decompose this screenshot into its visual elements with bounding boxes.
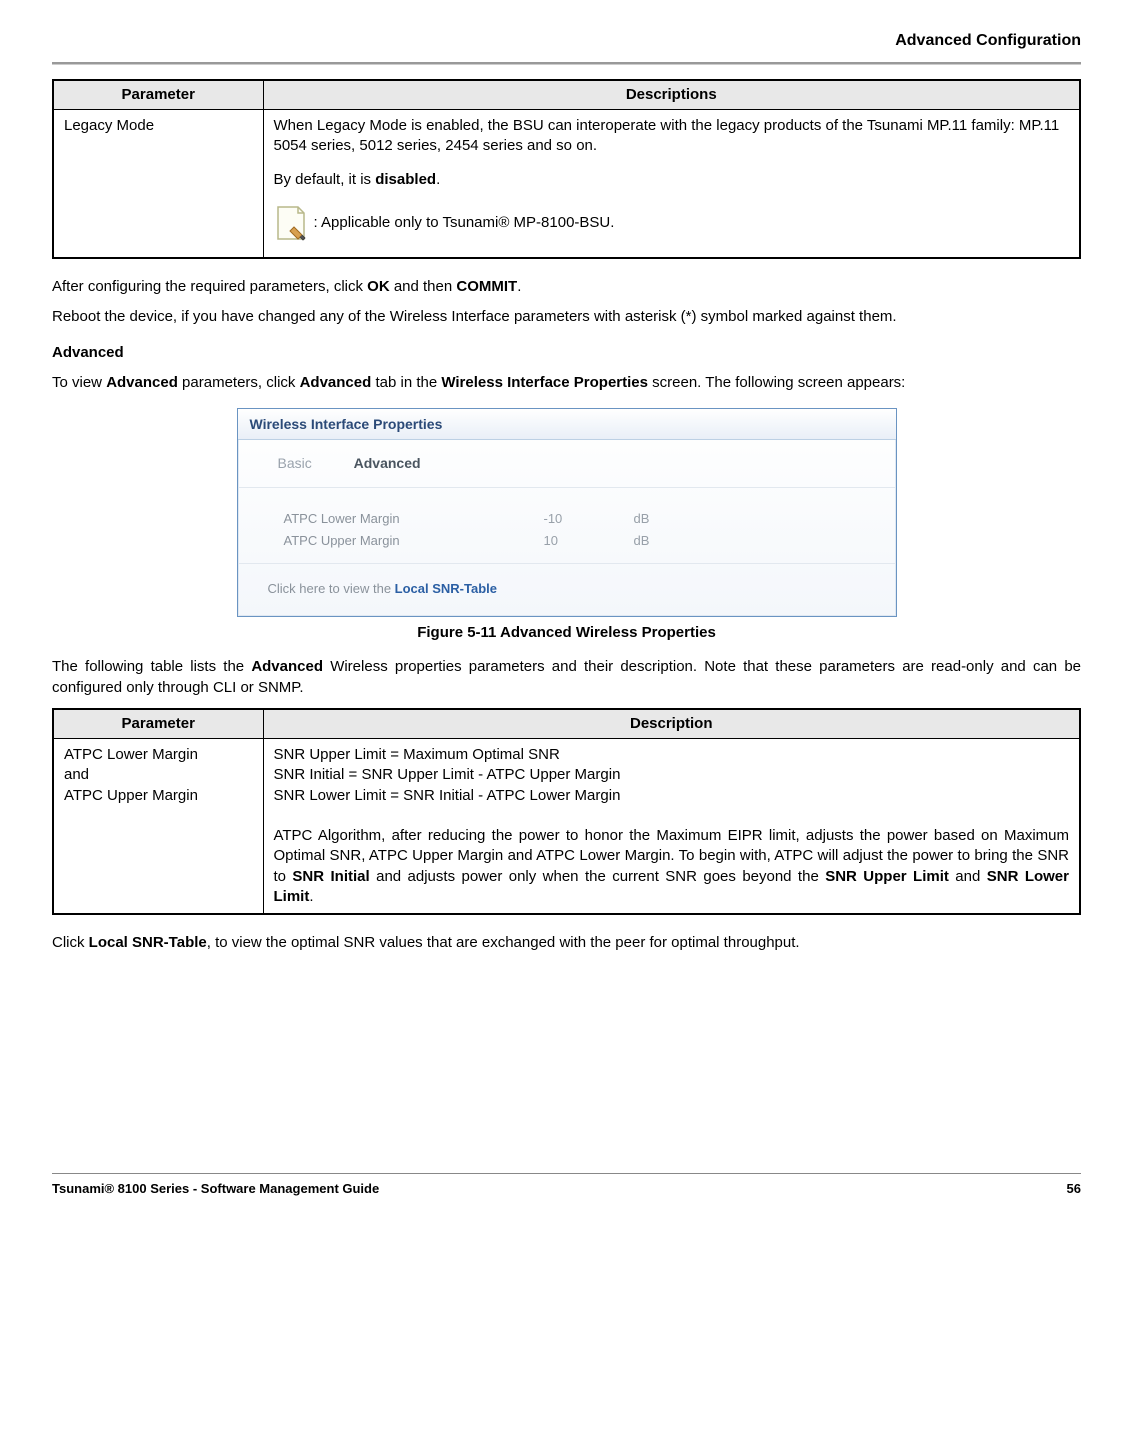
text-span: ATPC Lower Margin xyxy=(64,746,198,763)
note-row: : Applicable only to Tsunami® MP-8100-BS… xyxy=(274,205,1070,243)
atpc-table: Parameter Description ATPC Lower Margin … xyxy=(52,708,1081,915)
text-bold: Wireless Interface Properties xyxy=(441,374,648,391)
text-span: . xyxy=(436,171,440,188)
table2-header-parameter: Parameter xyxy=(53,709,263,739)
desc-line: SNR Initial = SNR Upper Limit - ATPC Upp… xyxy=(274,765,1070,785)
footer-page-number: 56 xyxy=(1067,1180,1081,1198)
table-row: Legacy Mode When Legacy Mode is enabled,… xyxy=(53,109,1080,257)
atpc-upper-unit: dB xyxy=(634,532,650,550)
legacy-desc-line2: By default, it is disabled. xyxy=(274,170,1070,190)
atpc-upper-label: ATPC Upper Margin xyxy=(284,532,544,550)
text-span: and xyxy=(64,766,89,783)
text-span: and then xyxy=(390,278,457,295)
text-span: Click here to view the xyxy=(268,581,395,596)
text-bold: Advanced xyxy=(106,374,178,391)
text-span: Click xyxy=(52,934,89,951)
desc-line: SNR Upper Limit = Maximum Optimal SNR xyxy=(274,745,1070,765)
tab-advanced[interactable]: Advanced xyxy=(354,454,421,473)
footer-rule xyxy=(52,1173,1081,1174)
panel-body: ATPC Lower Margin -10 dB ATPC Upper Marg… xyxy=(238,487,896,563)
text-span: tab in the xyxy=(371,374,441,391)
table2-param-cell: ATPC Lower Margin and ATPC Upper Margin xyxy=(53,739,263,915)
text-span: To view xyxy=(52,374,106,391)
text-span: . xyxy=(517,278,521,295)
page-header: Advanced Configuration xyxy=(52,30,1081,52)
local-snr-table-link[interactable]: Local SNR-Table xyxy=(395,581,497,596)
panel-title: Wireless Interface Properties xyxy=(238,409,896,441)
atpc-lower-label: ATPC Lower Margin xyxy=(284,510,544,528)
text-bold: Advanced xyxy=(251,658,323,675)
text-bold: Advanced xyxy=(300,374,372,391)
desc-paragraph: ATPC Algorithm, after reducing the power… xyxy=(274,826,1070,907)
text-bold: disabled xyxy=(375,171,436,188)
atpc-lower-unit: dB xyxy=(634,510,650,528)
tab-basic[interactable]: Basic xyxy=(278,454,312,473)
atpc-lower-value: -10 xyxy=(544,510,634,528)
header-rule xyxy=(52,62,1081,65)
para-click-local-snr: Click Local SNR-Table, to view the optim… xyxy=(52,933,1081,953)
legacy-desc-line1: When Legacy Mode is enabled, the BSU can… xyxy=(274,116,1070,157)
page-footer: Tsunami® 8100 Series - Software Manageme… xyxy=(52,1180,1081,1198)
note-icon xyxy=(274,205,308,243)
footer-left: Tsunami® 8100 Series - Software Manageme… xyxy=(52,1180,379,1198)
text-span: parameters, click xyxy=(178,374,300,391)
table1-param-cell: Legacy Mode xyxy=(53,109,263,257)
table2-desc-cell: SNR Upper Limit = Maximum Optimal SNR SN… xyxy=(263,739,1080,915)
text-span: and xyxy=(949,868,987,885)
table1-header-descriptions: Descriptions xyxy=(263,80,1080,110)
legacy-mode-table: Parameter Descriptions Legacy Mode When … xyxy=(52,79,1081,259)
text-bold: COMMIT xyxy=(456,278,517,295)
text-bold: Local SNR-Table xyxy=(89,934,207,951)
atpc-upper-row: ATPC Upper Margin 10 dB xyxy=(284,532,866,550)
atpc-upper-value: 10 xyxy=(544,532,634,550)
text-bold: SNR Upper Limit xyxy=(825,868,949,885)
desc-line: SNR Lower Limit = SNR Initial - ATPC Low… xyxy=(274,786,1070,806)
panel-link-line: Click here to view the Local SNR-Table xyxy=(238,563,896,616)
text-span: and adjusts power only when the current … xyxy=(370,868,826,885)
para-reboot: Reboot the device, if you have changed a… xyxy=(52,307,1081,327)
para-to-view-advanced: To view Advanced parameters, click Advan… xyxy=(52,373,1081,393)
table-row: ATPC Lower Margin and ATPC Upper Margin … xyxy=(53,739,1080,915)
figure-caption: Figure 5-11 Advanced Wireless Properties xyxy=(52,623,1081,643)
text-span: By default, it is xyxy=(274,171,376,188)
text-bold: SNR Initial xyxy=(292,868,369,885)
para-after-config: After configuring the required parameter… xyxy=(52,277,1081,297)
table1-desc-cell: When Legacy Mode is enabled, the BSU can… xyxy=(263,109,1080,257)
para-table-intro: The following table lists the Advanced W… xyxy=(52,657,1081,698)
text-span: After configuring the required parameter… xyxy=(52,278,367,295)
text-span: . xyxy=(309,888,313,905)
text-span: screen. The following screen appears: xyxy=(648,374,905,391)
text-span: , to view the optimal SNR values that ar… xyxy=(207,934,800,951)
note-text: : Applicable only to Tsunami® MP-8100-BS… xyxy=(314,213,615,233)
wireless-interface-panel: Wireless Interface Properties Basic Adva… xyxy=(237,408,897,617)
table2-header-description: Description xyxy=(263,709,1080,739)
text-bold: OK xyxy=(367,278,390,295)
figure-wrap: Wireless Interface Properties Basic Adva… xyxy=(52,408,1081,617)
panel-tabs: Basic Advanced xyxy=(238,440,896,477)
atpc-lower-row: ATPC Lower Margin -10 dB xyxy=(284,510,866,528)
section-heading-advanced: Advanced xyxy=(52,343,1081,363)
table1-header-parameter: Parameter xyxy=(53,80,263,110)
text-span: The following table lists the xyxy=(52,658,251,675)
text-span: ATPC Upper Margin xyxy=(64,787,198,804)
